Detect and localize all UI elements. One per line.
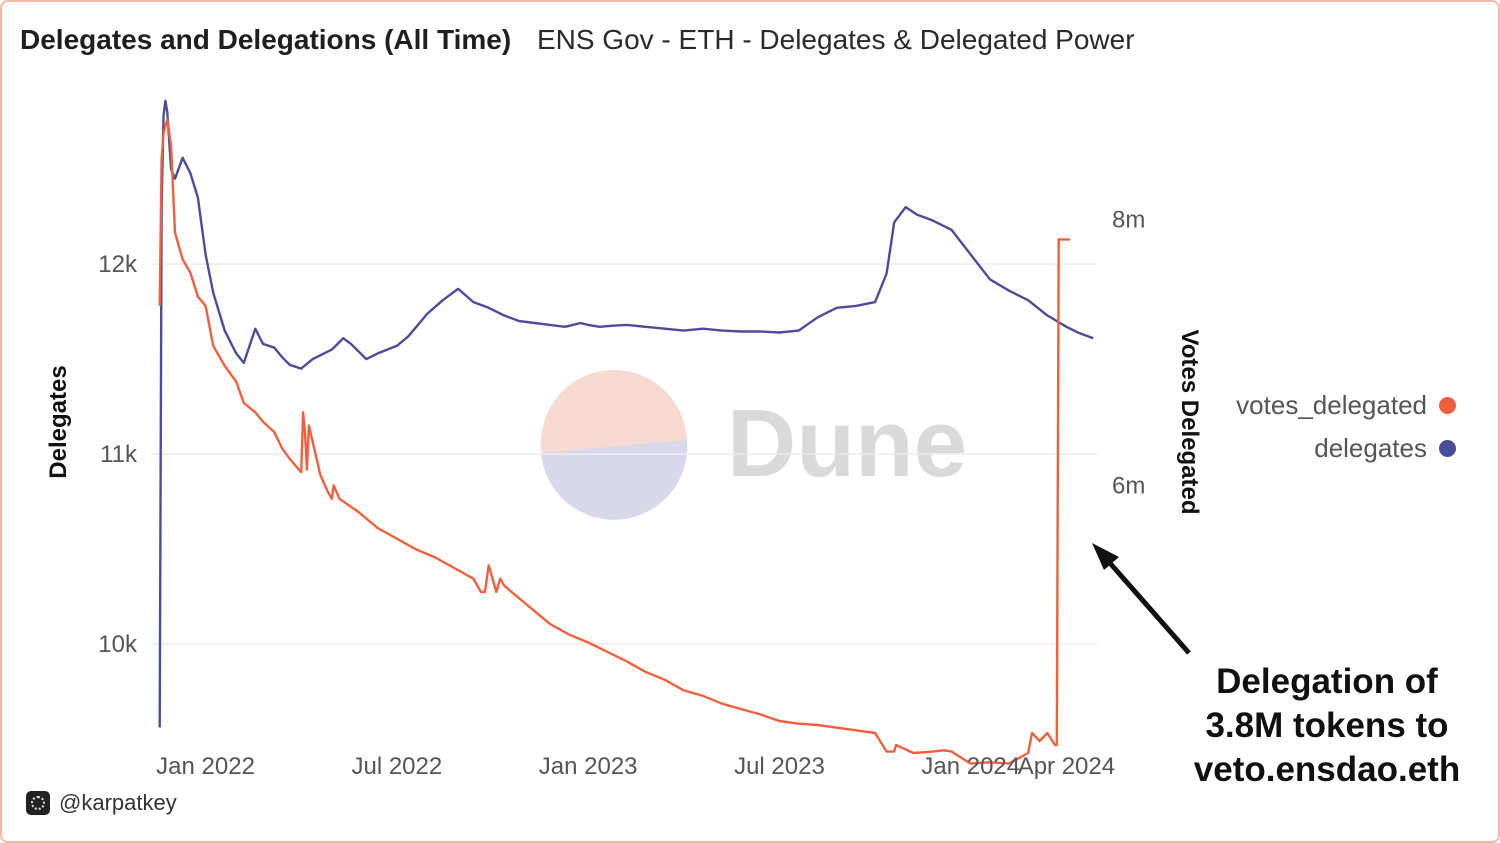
watermark-text: Dune — [727, 390, 967, 497]
y-tick-label: 12k — [98, 251, 138, 278]
legend-label-delegates: delegates — [1314, 433, 1427, 463]
dune-watermark: Dune — [541, 370, 967, 520]
arrow-shaft — [1100, 552, 1191, 655]
chart-title: Delegates and Delegations (All Time) — [20, 24, 512, 55]
y-tick-label: 11k — [100, 441, 138, 468]
legend-dot-votes-delegated-icon — [1439, 397, 1456, 414]
grid-lines — [152, 263, 1097, 645]
legend: votes_delegated delegates — [1236, 384, 1456, 470]
legend-item-votes-delegated[interactable]: votes_delegated — [1236, 384, 1456, 427]
x-tick-label: Jul 2022 — [351, 753, 442, 780]
x-tick-label: Jan 2023 — [539, 753, 638, 780]
chart-subtitle: ENS Gov - ETH - Delegates & Delegated Po… — [536, 24, 1135, 55]
credit: @karpatkey — [26, 790, 177, 816]
x-tick-label: Jan 2022 — [156, 753, 255, 780]
y2-axis-title: Votes Delegated — [1176, 330, 1203, 515]
series-layer — [158, 99, 1094, 765]
karpatkey-logo-icon — [26, 791, 50, 815]
series-line-delegates[interactable] — [158, 99, 1094, 728]
annotation-text: Delegation of 3.8M tokens to veto.ensdao… — [1182, 660, 1472, 792]
legend-item-delegates[interactable]: delegates — [1236, 427, 1456, 470]
credit-handle: @karpatkey — [59, 790, 177, 815]
legend-dot-delegates-icon — [1439, 440, 1456, 457]
annotation-arrow — [1092, 543, 1191, 655]
axis-ticks: 10k 11k 12k 6m 8m Jan 2022 Jul 2022 Jan 2023 Jul… — [98, 206, 1145, 780]
dune-logo-lower-half — [541, 440, 688, 520]
annotation-line-3: veto.ensdao.eth — [1193, 750, 1461, 789]
x-tick-label: Jan 2024 — [921, 753, 1020, 780]
legend-label-votes-delegated: votes_delegated — [1236, 390, 1427, 420]
series-line-votes_delegated[interactable] — [158, 118, 1071, 765]
arrow-head-icon — [1092, 543, 1119, 570]
y2-tick-label: 6m — [1112, 473, 1145, 500]
y-axis-title: Delegates — [45, 365, 72, 478]
x-tick-label: Jul 2023 — [734, 753, 825, 780]
annotation-line-1: Delegation of — [1216, 662, 1438, 701]
y2-tick-label: 8m — [1112, 206, 1145, 233]
annotation-line-2: 3.8M tokens to — [1205, 706, 1449, 745]
chart-header: Delegates and Delegations (All Time) ENS… — [20, 24, 1135, 56]
x-tick-label: Apr 2024 — [1018, 753, 1115, 780]
y-tick-label: 10k — [98, 631, 138, 658]
